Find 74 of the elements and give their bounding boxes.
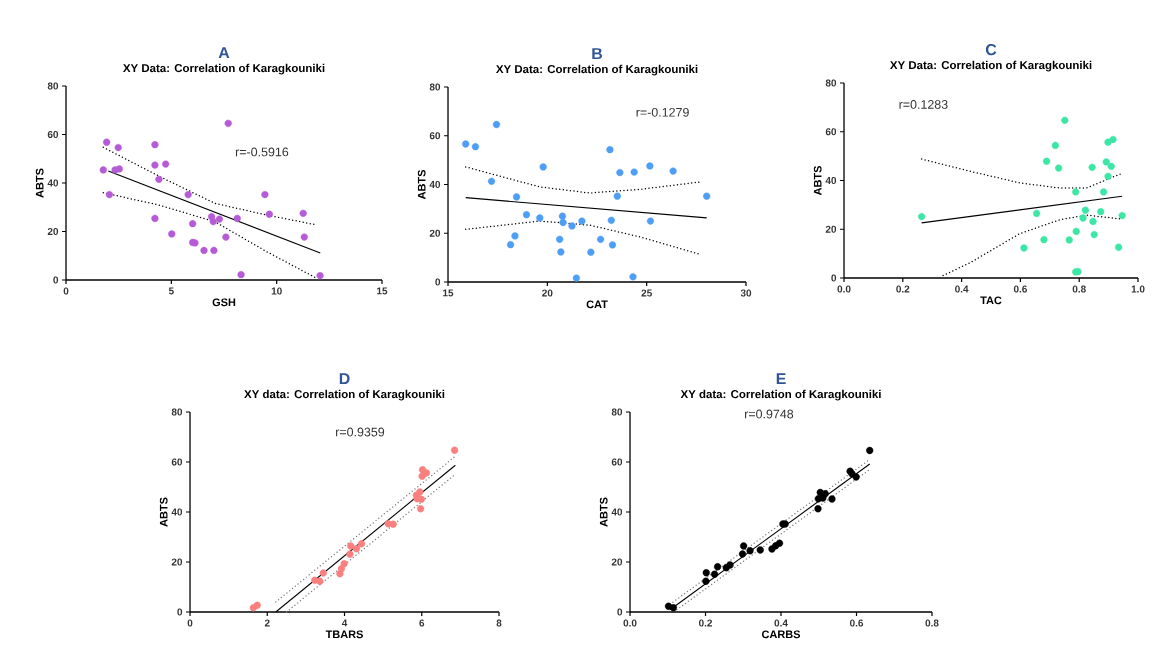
y-tick-label: 40 <box>429 180 441 189</box>
x-tick-label: 0.4 <box>774 619 788 627</box>
chart-title: D <box>339 373 350 385</box>
y-tick-label: 80 <box>47 82 59 90</box>
y-axis-title: ABTS <box>35 168 44 198</box>
x-tick-label: 0 <box>187 619 193 627</box>
chart-title: C <box>985 43 997 56</box>
x-tick-label: 0 <box>63 287 69 295</box>
x-axis-title: CAT <box>586 300 608 309</box>
y-tick-label: 20 <box>611 558 623 566</box>
chart-subtitle: XY Data: Correlation of Karagkouniki <box>889 60 1092 72</box>
x-tick-label: 0.6 <box>849 619 864 627</box>
x-tick-label: 0.2 <box>896 285 910 293</box>
x-tick-label: 10 <box>271 287 282 295</box>
chart-title: A <box>218 47 230 59</box>
x-tick-label: 0.0 <box>837 285 851 293</box>
x-tick-label: 4 <box>341 619 348 627</box>
x-tick-label: 15 <box>443 289 454 297</box>
x-axis-title: TAC <box>980 296 1002 305</box>
x-tick-label: 0.6 <box>1013 285 1027 293</box>
x-tick-label: 2 <box>264 619 270 627</box>
y-tick-label: 0 <box>177 608 183 616</box>
y-tick-label: 40 <box>47 179 59 187</box>
annotation: r=0.9748 <box>745 409 794 419</box>
y-tick-label: 60 <box>171 458 183 466</box>
y-axis-title: ABTS <box>599 497 608 527</box>
chart-title: E <box>776 373 786 385</box>
x-axis-title: CARBS <box>761 630 801 639</box>
y-tick-label: 20 <box>825 225 837 233</box>
y-tick-label: 80 <box>429 83 441 91</box>
y-tick-label: 80 <box>825 79 837 87</box>
x-axis-title: GSH <box>212 298 236 307</box>
x-tick-label: 0.4 <box>955 285 969 293</box>
annotation: r=0.1283 <box>899 100 948 109</box>
y-axis-title: ABTS <box>159 497 168 527</box>
x-tick-label: 20 <box>542 289 553 297</box>
x-tick-label: 8 <box>496 619 502 627</box>
x-tick-label: 0.8 <box>1072 285 1086 293</box>
x-tick-label: 15 <box>377 287 388 295</box>
y-tick-label: 60 <box>429 132 441 140</box>
y-tick-label: 80 <box>611 408 623 416</box>
y-tick-label: 60 <box>825 128 837 136</box>
y-tick-label: 40 <box>825 176 837 185</box>
annotation: r=-0.5916 <box>235 147 289 157</box>
x-tick-label: 25 <box>641 289 652 297</box>
x-tick-label: 0.0 <box>623 619 637 627</box>
chart-subtitle: XY Data: Correlation of Karagkouniki <box>122 63 325 75</box>
y-tick-label: 0 <box>435 278 441 286</box>
y-tick-label: 20 <box>47 227 59 236</box>
x-tick-label: 6 <box>419 619 425 627</box>
y-axis-title: ABTS <box>417 170 426 200</box>
y-tick-label: 20 <box>429 229 441 237</box>
x-tick-label: 0.2 <box>698 619 713 627</box>
chart-subtitle: XY data: Correlation of Karagkouniki <box>244 389 445 401</box>
y-tick-label: 60 <box>611 458 623 466</box>
x-tick-label: 1.0 <box>1131 285 1145 293</box>
y-tick-label: 60 <box>47 130 59 139</box>
chart-subtitle: XY data: Correlation of Karagkouniki <box>680 389 881 401</box>
chart-title: B <box>592 48 603 60</box>
annotation: r=0.9359 <box>336 427 385 437</box>
chart-subtitle: XY Data: Correlation of Karagkouniki <box>495 64 698 76</box>
y-tick-label: 20 <box>171 558 183 566</box>
x-tick-label: 0.8 <box>925 619 939 627</box>
y-tick-label: 40 <box>171 508 183 516</box>
y-tick-label: 0 <box>53 276 59 284</box>
x-tick-label: 30 <box>740 289 752 297</box>
y-tick-label: 40 <box>611 508 623 516</box>
x-axis-title: TBARS <box>325 630 363 639</box>
y-axis-title: ABTS <box>813 166 822 196</box>
y-tick-label: 0 <box>831 274 837 282</box>
annotation: r=-0.1279 <box>636 107 689 117</box>
x-tick-label: 5 <box>168 287 174 295</box>
y-tick-label: 80 <box>171 408 183 416</box>
y-tick-label: 0 <box>617 608 623 616</box>
